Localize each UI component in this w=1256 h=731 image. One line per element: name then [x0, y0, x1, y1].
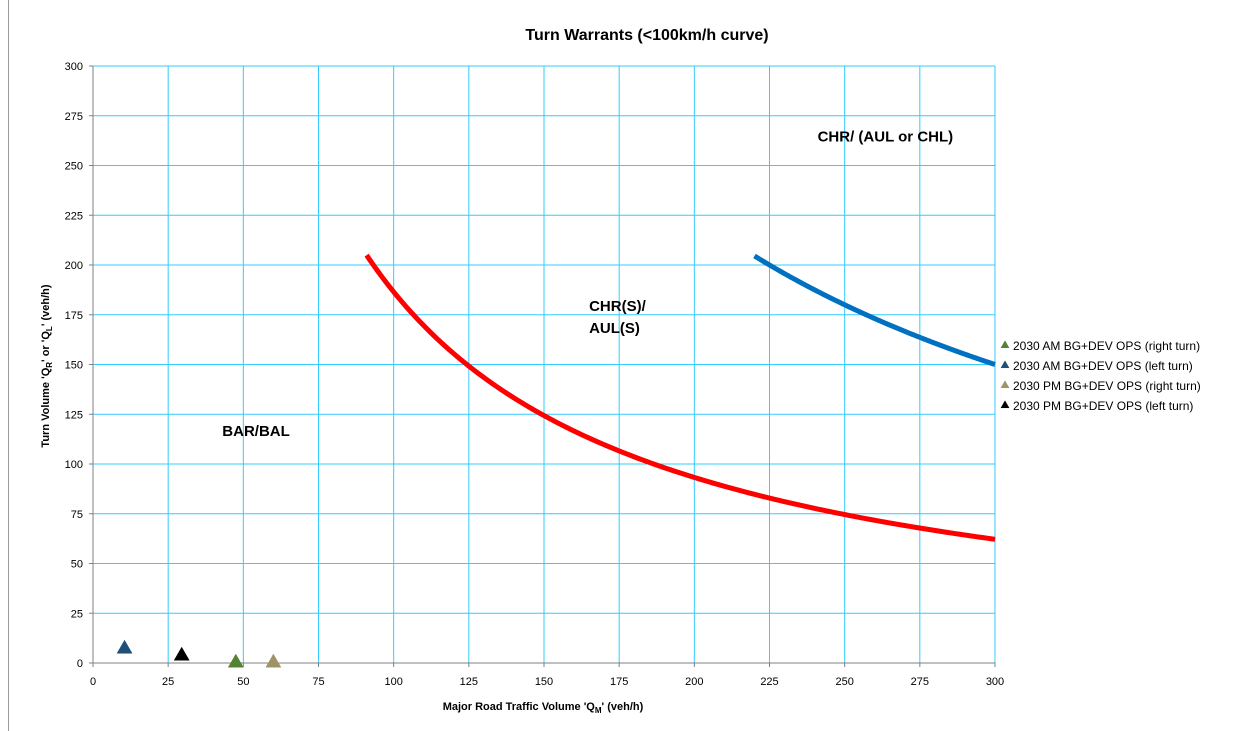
data-points: [116, 639, 282, 668]
region-label-1-0: CHR(S)/: [589, 298, 646, 315]
y-tick-label-6: 150: [65, 360, 83, 372]
y-tick-label-9: 225: [65, 210, 83, 222]
legend-marker-0: [1000, 340, 1010, 349]
x-axis-label-sub: M: [595, 706, 602, 715]
y-tick-label-8: 200: [65, 260, 83, 272]
legend: 2030 AM BG+DEV OPS (right turn) 2030 AM B…: [1000, 339, 1201, 413]
x-tick-label-3: 75: [312, 676, 324, 688]
legend-marker-2: [1000, 380, 1010, 389]
y-tick-label-5: 125: [65, 409, 83, 421]
x-tick-label-8: 200: [685, 676, 703, 688]
warrant-curve-1: [753, 253, 996, 367]
legend-label-0: 2030 AM BG+DEV OPS (right turn): [1013, 339, 1200, 353]
x-axis-ticks: 0 25 50 75 100 125 150 175 200 225 250 275 300: [90, 663, 1004, 688]
legend-label-1: 2030 AM BG+DEV OPS (left turn): [1013, 359, 1193, 373]
x-tick-label-10: 250: [835, 676, 853, 688]
y-tick-label-11: 275: [65, 111, 83, 123]
chart-frame: [8, 0, 1256, 731]
y-tick-label-3: 75: [71, 509, 83, 521]
warrant-curve-0: [364, 253, 996, 542]
y-axis-label-sub2: L: [45, 326, 54, 331]
x-tick-label-7: 175: [610, 676, 628, 688]
warrant-curves: [364, 253, 996, 542]
y-tick-label-7: 175: [65, 310, 83, 322]
y-tick-label-4: 100: [65, 459, 83, 471]
grid-lines: [89, 65, 996, 667]
chart-title: Turn Warrants (<100km/h curve): [525, 27, 768, 44]
y-tick-label-1: 25: [71, 608, 83, 620]
x-tick-label-4: 100: [384, 676, 402, 688]
y-axis-ticks: 0 25 50 75 100 125 150 175 200 225 250 275 300: [65, 61, 93, 670]
x-tick-label-11: 275: [911, 676, 929, 688]
data-point-1-0: [116, 639, 133, 654]
x-tick-label-6: 150: [535, 676, 553, 688]
x-axis-label-suffix: ' (veh/h): [602, 701, 644, 713]
x-axis-label-prefix: Major Road Traffic Volume 'Q: [443, 701, 596, 713]
y-axis-label-part3: ' (veh/h): [40, 284, 52, 326]
region-label-2-0: CHR/ (AUL or CHL): [818, 129, 954, 146]
legend-marker-1: [1000, 360, 1010, 369]
region-label-0-0: BAR/BAL: [222, 423, 290, 440]
x-axis-label: Major Road Traffic Volume 'QM' (veh/h): [443, 701, 644, 715]
y-tick-label-0: 0: [77, 658, 83, 670]
legend-label-3: 2030 PM BG+DEV OPS (left turn): [1013, 399, 1193, 413]
y-tick-label-12: 300: [65, 61, 83, 73]
x-tick-label-9: 225: [760, 676, 778, 688]
x-tick-label-0: 0: [90, 676, 96, 688]
x-tick-label-12: 300: [986, 676, 1004, 688]
data-point-2-0: [265, 653, 282, 668]
x-tick-label-5: 125: [460, 676, 478, 688]
data-point-0-0: [227, 653, 244, 668]
y-axis-label-sub1: R: [45, 362, 54, 368]
y-axis-label-part2: ' or 'Q: [40, 331, 52, 362]
y-tick-label-10: 250: [65, 161, 83, 173]
legend-marker-3: [1000, 400, 1010, 409]
region-labels: BAR/BAL CHR(S)/ AUL(S) CHR/ (AUL or CHL): [222, 129, 953, 441]
data-point-3-0: [173, 646, 190, 661]
x-tick-label-1: 25: [162, 676, 174, 688]
region-label-1-1: AUL(S): [589, 320, 640, 337]
x-tick-label-2: 50: [237, 676, 249, 688]
legend-label-2: 2030 PM BG+DEV OPS (right turn): [1013, 379, 1201, 393]
y-axis-label-part1: Turn Volume 'Q: [40, 367, 52, 447]
y-axis-label: Turn Volume 'QR' or 'QL' (veh/h): [40, 284, 54, 447]
y-tick-label-2: 50: [71, 559, 83, 571]
